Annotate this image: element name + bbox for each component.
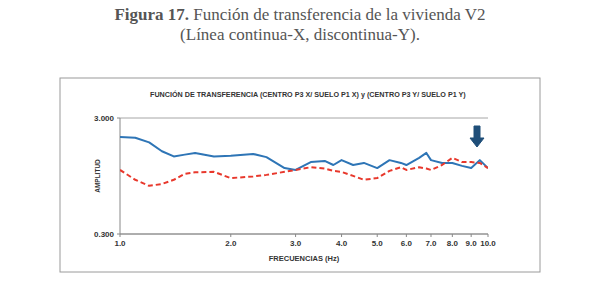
chart-title: FUNCIÓN DE TRANSFERENCIA (CENTRO P3 X/ S… <box>150 90 466 99</box>
x-tick-label: 3.0 <box>290 239 302 248</box>
x-tick-label: 4.0 <box>336 239 348 248</box>
x-tick-label: 7.0 <box>425 239 437 248</box>
y-axis-label: AMPLITUD <box>94 159 101 193</box>
y-tick-label: 0.300 <box>94 230 115 239</box>
chart-frame <box>60 78 540 272</box>
x-tick-label: 10.0 <box>480 239 496 248</box>
caption-text: Función de transferencia de la vivienda … <box>189 5 486 24</box>
figure: Figura 17. Función de transferencia de l… <box>0 0 600 293</box>
x-tick-label: 6.0 <box>401 239 413 248</box>
y-axis <box>120 118 121 234</box>
x-tick <box>120 234 121 237</box>
caption-label: Figura 17. <box>114 5 189 24</box>
x-axis-label: FRECUENCIAS (Hz) <box>269 254 340 263</box>
arrow-marker <box>470 126 484 147</box>
x-tick-label: 5.0 <box>372 239 384 248</box>
x-tick <box>488 234 489 237</box>
y-grid-line <box>120 234 488 235</box>
caption-line-1: Figura 17. Función de transferencia de l… <box>114 5 485 24</box>
x-tick <box>341 234 342 237</box>
caption-line-2: (Línea continua-X, discontinua-Y). <box>180 25 420 44</box>
x-tick-label: 1.0 <box>114 239 126 248</box>
x-tick <box>295 234 296 237</box>
x-tick <box>230 234 231 237</box>
x-tick-label: 2.0 <box>225 239 237 248</box>
series-line <box>120 158 488 186</box>
x-tick-label: 9.0 <box>466 239 478 248</box>
x-tick <box>430 234 431 237</box>
plot-area <box>120 137 488 186</box>
x-tick <box>377 234 378 237</box>
x-tick <box>452 234 453 237</box>
x-tick <box>471 234 472 237</box>
y-tick-label: 3.000 <box>94 114 115 123</box>
y-grid-line <box>120 118 488 119</box>
series-line <box>120 137 488 170</box>
x-tick-label: 8.0 <box>447 239 459 248</box>
x-axis <box>120 234 488 235</box>
x-tick <box>406 234 407 237</box>
